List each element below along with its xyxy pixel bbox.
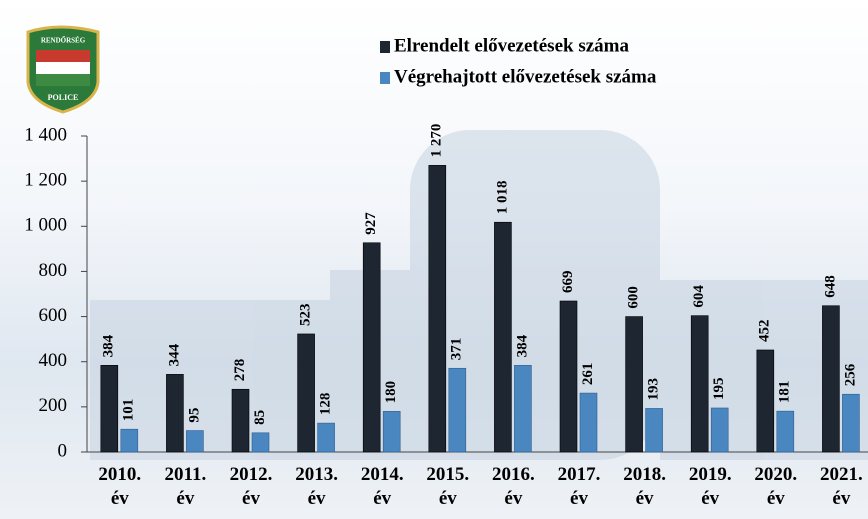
logo: RENDŐRSÉG POLICE (26, 25, 100, 114)
bar (822, 305, 840, 453)
data-label: 95 (186, 408, 202, 423)
data-label: 101 (121, 399, 137, 422)
x-tick-label: 2020. év (754, 464, 798, 509)
x-tick-label: 2021. év (820, 464, 863, 509)
data-label: 344 (166, 343, 182, 366)
data-label: 669 (560, 270, 576, 293)
x-tick-label: 2017. év (557, 464, 601, 509)
data-label: 1 018 (494, 180, 510, 214)
bar (514, 365, 532, 453)
x-tick-label: 2012. év (229, 464, 273, 509)
bar (120, 428, 139, 453)
bar (842, 393, 860, 453)
data-label: 523 (298, 303, 314, 326)
data-label: 278 (232, 359, 248, 382)
data-label: 604 (691, 285, 707, 308)
bar (756, 349, 775, 453)
data-label: 193 (646, 378, 662, 401)
bar (317, 422, 335, 453)
data-label: 600 (626, 286, 642, 309)
data-label: 384 (514, 334, 530, 357)
data-label: 128 (318, 393, 334, 416)
data-label: 256 (842, 363, 858, 386)
data-label: 452 (757, 319, 773, 342)
y-tick-label: 600 (39, 305, 68, 326)
x-tick-label: 2014. év (360, 464, 404, 509)
bar (362, 242, 381, 453)
bar (625, 316, 643, 453)
bar (186, 430, 204, 453)
bar (710, 407, 729, 453)
x-tick-label: 2018. év (623, 464, 666, 509)
x-tick-label: 2013. év (295, 464, 338, 509)
bar (579, 392, 598, 453)
bar (645, 408, 663, 453)
y-tick-label: 200 (39, 395, 68, 416)
data-label: 1 270 (429, 124, 445, 158)
legend-swatch (380, 41, 390, 53)
bar (494, 221, 512, 453)
y-tick-label: 1 200 (24, 170, 67, 191)
background-building (90, 130, 868, 460)
x-tick-label: 2011. év (164, 464, 207, 509)
bar (559, 300, 578, 453)
bar (251, 432, 270, 453)
data-label: 648 (822, 275, 838, 298)
y-tick-label: 0 (58, 440, 68, 461)
data-label: 371 (449, 338, 465, 361)
legend-label: Elrendelt elővezetések száma (394, 35, 629, 56)
x-tick-label: 2015. év (426, 464, 470, 509)
x-tick-label: 2010. év (98, 464, 142, 509)
legend-label: Végrehajtott elővezetések száma (394, 66, 657, 87)
x-tick-label: 2019. év (688, 464, 732, 509)
data-label: 261 (580, 363, 596, 386)
data-label: 181 (777, 381, 793, 404)
logo-top-text: RENDŐRSÉG (41, 37, 86, 45)
y-tick-label: 800 (39, 260, 68, 281)
bar (100, 365, 119, 453)
legend-swatch (380, 72, 390, 84)
y-tick-label: 400 (39, 350, 68, 371)
data-label: 85 (252, 410, 268, 425)
x-tick-label: 2016. év (492, 464, 535, 509)
data-label: 384 (101, 334, 117, 357)
data-label: 927 (363, 212, 379, 235)
bar (297, 333, 315, 453)
bar (690, 315, 709, 453)
y-tick-label: 1 000 (24, 215, 67, 236)
data-label: 195 (711, 377, 727, 400)
bar (428, 165, 447, 453)
data-label: 180 (383, 381, 399, 404)
bar (231, 388, 250, 453)
y-tick-label: 1 400 (24, 124, 67, 145)
bar (166, 374, 184, 453)
bar (448, 367, 467, 453)
logo-bottom-text: POLICE (48, 93, 79, 102)
bar (382, 411, 401, 453)
bar (776, 410, 795, 453)
